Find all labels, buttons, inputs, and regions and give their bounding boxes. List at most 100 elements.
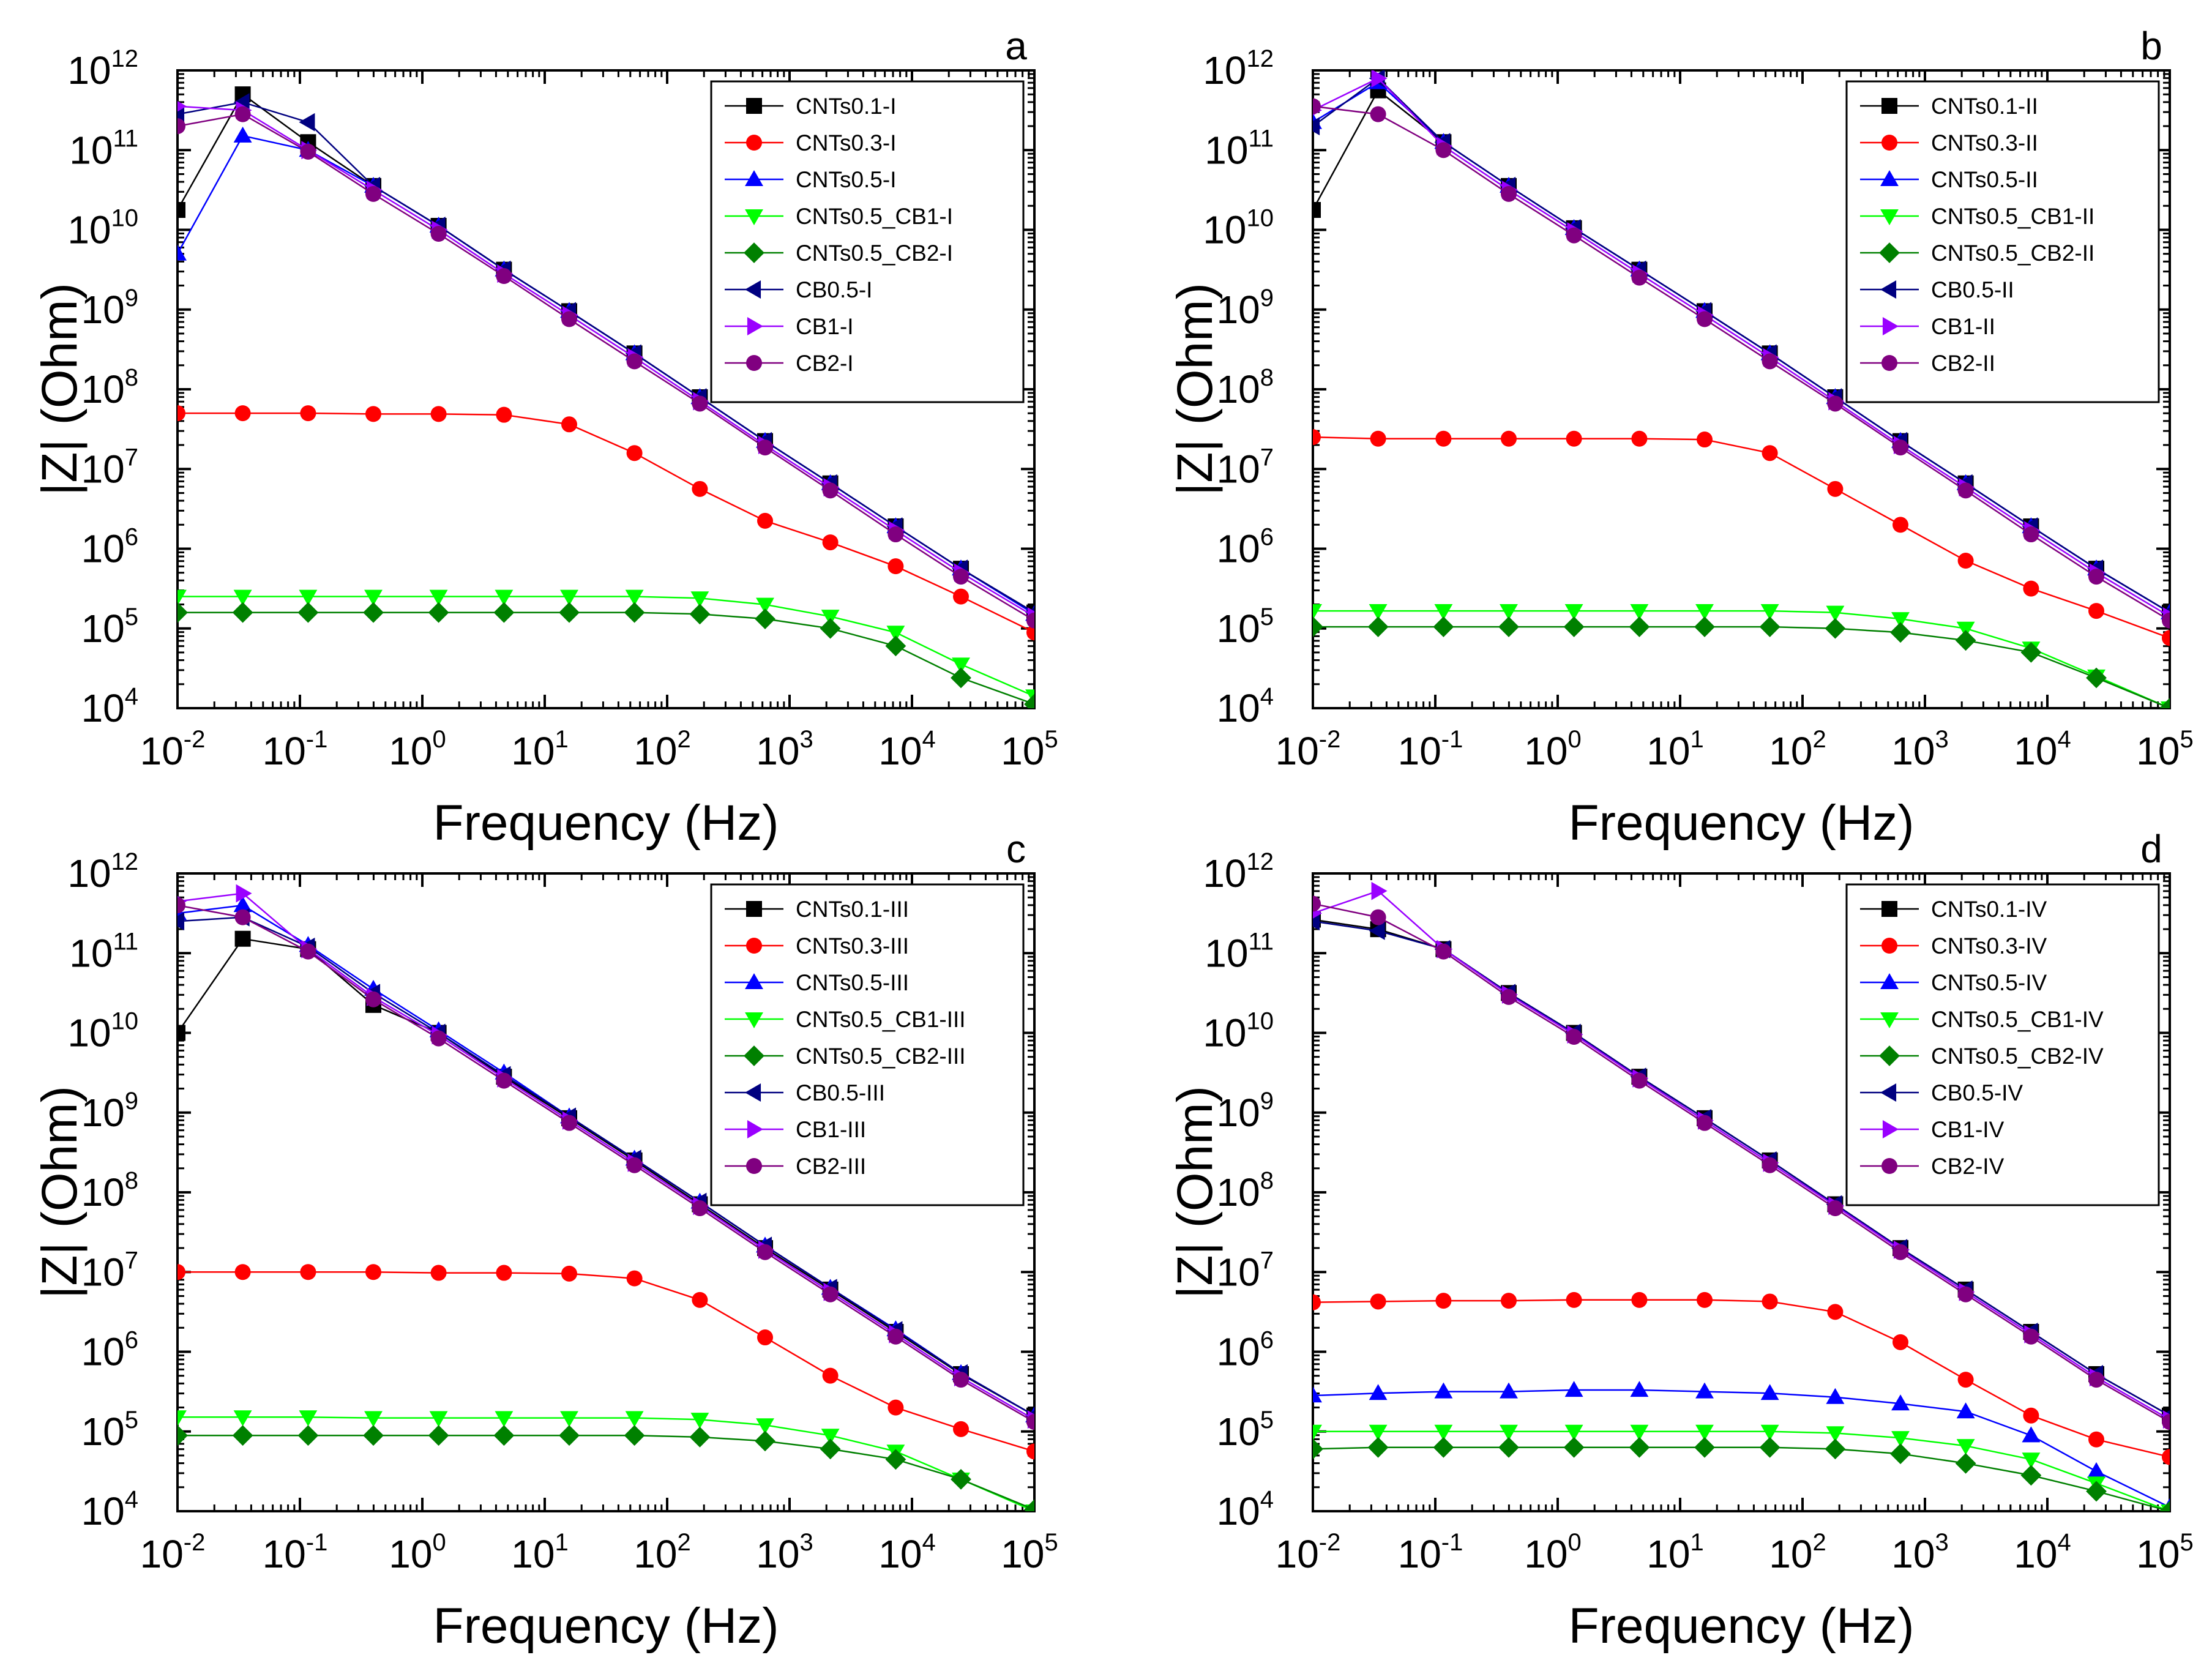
y-tick-label: 1010 [67,205,138,252]
data-point [1629,1437,1650,1458]
data-point [297,1425,319,1446]
legend-item: CNTs0.5_CB1-II [1860,204,2094,229]
data-point [1631,430,1648,447]
series-line [177,101,1034,613]
data-point [1370,909,1386,925]
legend-swatch-marker [1879,242,1900,263]
series-CNTs0.5_CB2-IV [1313,1437,2170,1511]
data-point [177,201,185,218]
x-tick-label: 103 [756,726,813,773]
legend-label: CNTs0.5_CB1-I [796,204,953,229]
x-tick-label: 101 [511,726,568,773]
legend-swatch-marker [1880,1012,1899,1028]
y-tick-label: 109 [1217,285,1274,332]
legend-box [710,80,1025,403]
x-axis-title: Frequency (Hz) [1568,1598,1914,1654]
legend-label: CB0.5-II [1931,277,2014,302]
data-point [1435,1293,1452,1309]
data-point [1369,604,1388,621]
series-line [1313,903,2170,1423]
data-point [1026,612,1034,629]
data-point [300,405,316,422]
y-tick-label: 1010 [1203,205,1274,252]
data-point [495,589,514,606]
y-tick-label: 104 [1217,683,1274,730]
data-point [1890,622,1911,643]
data-point [234,1264,251,1280]
series-CB2-II [1313,98,2170,629]
series-line [177,916,1034,1416]
series-CB2-III [177,897,1034,1430]
legend-label: CNTs0.5_CB2-IV [1931,1044,2104,1069]
data-point [1371,881,1388,900]
y-tick-label: 107 [81,444,138,491]
series-line [1313,890,2170,1421]
legend-item: CNTs0.5_CB2-II [1860,241,2094,266]
data-point [560,589,578,606]
legend-swatch-marker [746,1158,762,1174]
data-point [1631,269,1648,286]
data-point [177,118,185,135]
data-point [1369,1384,1388,1400]
series-line [1313,1430,2170,1511]
data-point [1564,1424,1583,1441]
data-point [2088,603,2104,619]
legend-item: CB1-I [725,314,854,339]
data-point [887,1399,904,1416]
data-point [177,405,185,422]
data-point [2087,1462,2106,1478]
legend-label: CNTs0.5-I [796,167,896,192]
data-point [2022,1452,2041,1469]
legend-item: CNTs0.5_CB1-IV [1860,1007,2104,1032]
legend-box [1845,80,2160,403]
data-point [495,1411,514,1427]
legend-label: CB1-III [796,1117,866,1142]
legend-item: CNTs0.1-II [1860,94,2038,119]
y-tick-label: 1011 [69,125,138,172]
data-point [560,1411,578,1427]
data-point [177,912,185,931]
data-point [2162,1414,2170,1430]
y-axis-title: |Z| (Ohm) [1167,283,1223,496]
data-point [233,126,252,143]
panel-letter: a [1005,24,1027,68]
series-CNTs0.3-II [1313,429,2170,646]
legend-label: CB2-IV [1931,1154,2005,1179]
series-layer [177,884,1034,1511]
x-tick-label: 100 [389,726,446,773]
data-point [1957,1372,1974,1388]
y-tick-label: 105 [1217,1407,1274,1454]
data-point [1498,616,1519,638]
data-point [1434,1424,1453,1441]
legend-swatch-marker [1880,170,1899,187]
series-line [1313,1389,2170,1508]
data-point [1313,604,1322,621]
y-tick-label: 106 [81,1327,138,1374]
legend-item: CB2-I [725,351,854,376]
data-point [1827,1200,1844,1217]
data-point [365,1264,381,1280]
series-layer [1313,881,2170,1511]
data-point [692,1291,708,1308]
data-point [234,106,251,122]
legend-label: CNTs0.5-II [1931,167,2038,192]
data-point [1024,693,1034,708]
legend-item: CB1-IV [1860,1117,2005,1142]
legend-item: CB0.5-IV [1860,1080,2023,1105]
data-point [1313,1438,1323,1460]
data-point [363,1425,384,1446]
x-tick-label: 101 [511,1529,568,1576]
data-point [1826,1426,1845,1443]
data-point [1630,1381,1649,1397]
data-point [232,602,253,623]
data-point [2162,612,2170,629]
data-point [1760,604,1779,621]
series-CNTs0.3-III [177,1264,1034,1460]
data-point [561,1265,577,1282]
data-point [299,589,318,606]
data-point [233,896,252,913]
legend-swatch-marker [1881,1158,1897,1174]
legend-label: CNTs0.5-III [796,970,909,995]
legend-swatch-marker [744,1045,764,1066]
data-point [820,618,841,639]
